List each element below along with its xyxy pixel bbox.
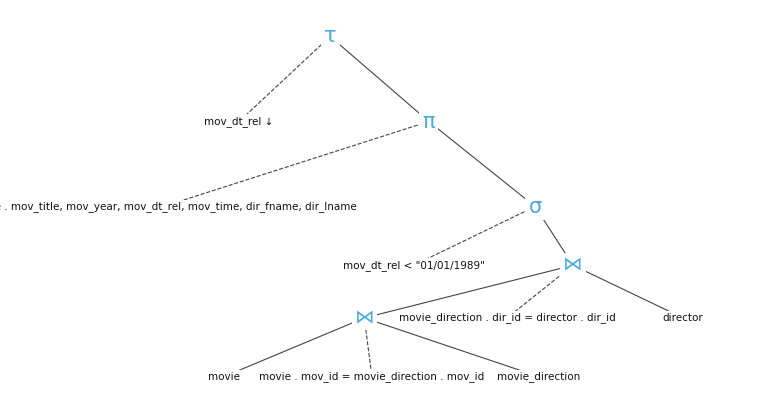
Text: movie_direction . dir_id = director . dir_id: movie_direction . dir_id = director . di… bbox=[398, 313, 616, 323]
Text: σ: σ bbox=[528, 196, 542, 217]
Text: movie_direction: movie_direction bbox=[497, 371, 581, 382]
Text: τ: τ bbox=[324, 26, 336, 47]
Text: mov_dt_rel ↓: mov_dt_rel ↓ bbox=[204, 116, 274, 127]
Text: mov_dt_rel < "01/01/1989": mov_dt_rel < "01/01/1989" bbox=[343, 260, 484, 271]
Text: ⋈: ⋈ bbox=[563, 256, 583, 275]
Text: movie . mov_title, mov_year, mov_dt_rel, mov_time, dir_fname, dir_lname: movie . mov_title, mov_year, mov_dt_rel,… bbox=[0, 201, 357, 212]
Text: movie: movie bbox=[208, 372, 240, 382]
Text: π: π bbox=[423, 111, 435, 132]
Text: director: director bbox=[663, 313, 704, 323]
Text: ⋈: ⋈ bbox=[354, 309, 374, 327]
Text: movie . mov_id = movie_direction . mov_id: movie . mov_id = movie_direction . mov_i… bbox=[260, 371, 484, 382]
